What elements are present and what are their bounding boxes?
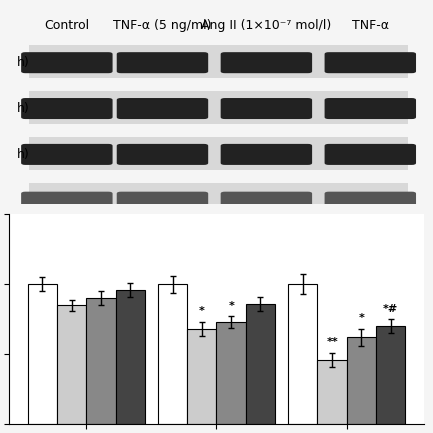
FancyBboxPatch shape	[221, 192, 312, 209]
FancyBboxPatch shape	[21, 192, 113, 209]
Text: TNF-α (5 ng/ml): TNF-α (5 ng/ml)	[113, 19, 212, 32]
FancyBboxPatch shape	[117, 98, 208, 119]
Bar	[317, 360, 347, 424]
Bar	[116, 290, 145, 424]
FancyBboxPatch shape	[221, 144, 312, 165]
Text: *: *	[359, 313, 365, 323]
Bar	[288, 284, 317, 424]
Bar	[216, 322, 246, 424]
Text: **: **	[326, 337, 338, 347]
Text: *: *	[199, 307, 205, 317]
Bar	[86, 298, 116, 424]
Text: h): h)	[17, 102, 30, 115]
FancyBboxPatch shape	[29, 137, 408, 170]
Text: Ang II (1×10⁻⁷ mol/l): Ang II (1×10⁻⁷ mol/l)	[201, 19, 332, 32]
Bar	[28, 284, 57, 424]
Text: *#: *#	[383, 304, 398, 313]
FancyBboxPatch shape	[21, 144, 113, 165]
FancyBboxPatch shape	[325, 98, 416, 119]
FancyBboxPatch shape	[21, 98, 113, 119]
FancyBboxPatch shape	[21, 52, 113, 73]
FancyBboxPatch shape	[117, 144, 208, 165]
Bar	[187, 329, 216, 424]
Text: TNF-α: TNF-α	[352, 19, 389, 32]
FancyBboxPatch shape	[325, 192, 416, 209]
Bar	[158, 284, 187, 424]
FancyBboxPatch shape	[117, 52, 208, 73]
FancyBboxPatch shape	[117, 192, 208, 209]
Text: h): h)	[17, 148, 30, 161]
Bar	[57, 305, 86, 424]
Bar	[246, 304, 275, 424]
Bar	[376, 326, 405, 424]
Text: *: *	[228, 301, 234, 311]
FancyBboxPatch shape	[221, 52, 312, 73]
FancyBboxPatch shape	[325, 52, 416, 73]
FancyBboxPatch shape	[221, 98, 312, 119]
FancyBboxPatch shape	[325, 144, 416, 165]
FancyBboxPatch shape	[29, 91, 408, 124]
Text: Control: Control	[44, 19, 90, 32]
FancyBboxPatch shape	[29, 183, 408, 216]
FancyBboxPatch shape	[29, 45, 408, 78]
Bar	[347, 337, 376, 424]
Text: h): h)	[17, 56, 30, 69]
